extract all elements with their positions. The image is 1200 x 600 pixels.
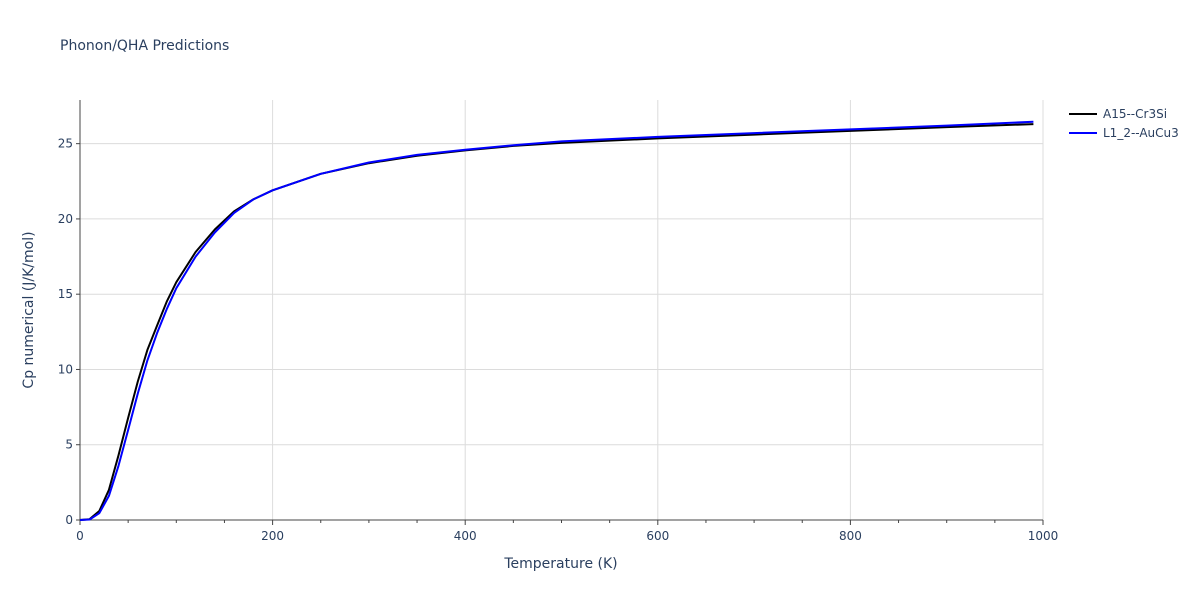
x-tick-label: 0 (76, 529, 84, 543)
y-tick-label: 5 (65, 438, 73, 452)
y-tick-label: 20 (58, 212, 73, 226)
x-tick-label: 600 (646, 529, 669, 543)
x-axis-title: Temperature (K) (503, 556, 617, 572)
legend-label: A15--Cr3Si (1103, 107, 1167, 121)
x-tick-label: 1000 (1028, 529, 1059, 543)
x-tick-label: 400 (454, 529, 477, 543)
series-line-2 (79, 120, 1034, 521)
y-tick-label: 15 (58, 287, 73, 301)
grid (80, 100, 1044, 520)
y-tick-label: 10 (58, 362, 73, 376)
x-tick-label: 200 (261, 529, 284, 543)
y-axis-title: Cp numerical (J/K/mol) (21, 231, 37, 388)
legend[interactable]: A15--Cr3Si L1_2--AuCu3 (1069, 107, 1179, 140)
legend-item[interactable]: A15--Cr3Si (1069, 107, 1167, 121)
axes: 0 200 400 600 800 1000 0 5 10 15 20 25 (58, 100, 1059, 543)
series-line-1 (79, 123, 1034, 521)
series-group (79, 120, 1034, 521)
legend-label: L1_2--AuCu3 (1103, 126, 1179, 140)
y-tick-label: 0 (65, 513, 73, 527)
chart-title: Phonon/QHA Predictions (60, 38, 229, 54)
x-tick-label: 800 (839, 529, 862, 543)
y-tick-label: 25 (58, 137, 73, 151)
legend-item[interactable]: L1_2--AuCu3 (1069, 126, 1179, 140)
